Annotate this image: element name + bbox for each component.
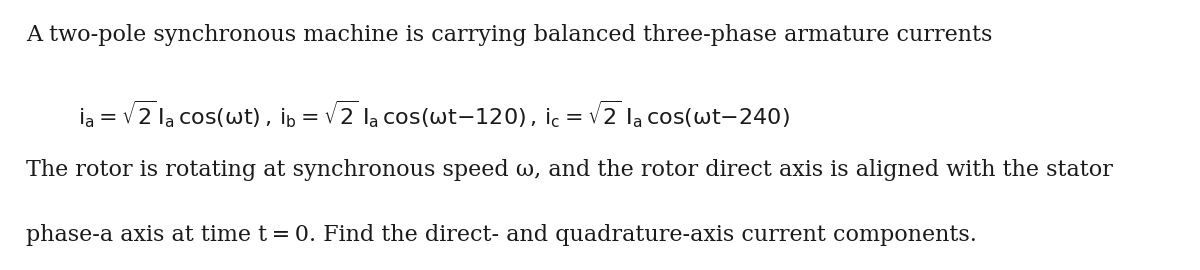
Text: A two-pole synchronous machine is carrying balanced three-phase armature current: A two-pole synchronous machine is carryi…	[26, 24, 992, 46]
Text: $\mathrm{i_a = \sqrt{2}\,I_a\,cos(\omega t)\,,\,i_b = \sqrt{2}\;I_a\,cos(\omega : $\mathrm{i_a = \sqrt{2}\,I_a\,cos(\omega…	[78, 99, 790, 130]
Text: The rotor is rotating at synchronous speed ω, and the rotor direct axis is align: The rotor is rotating at synchronous spe…	[26, 159, 1114, 181]
Text: phase-a axis at time t = 0. Find the direct- and quadrature-axis current compone: phase-a axis at time t = 0. Find the dir…	[26, 224, 977, 246]
